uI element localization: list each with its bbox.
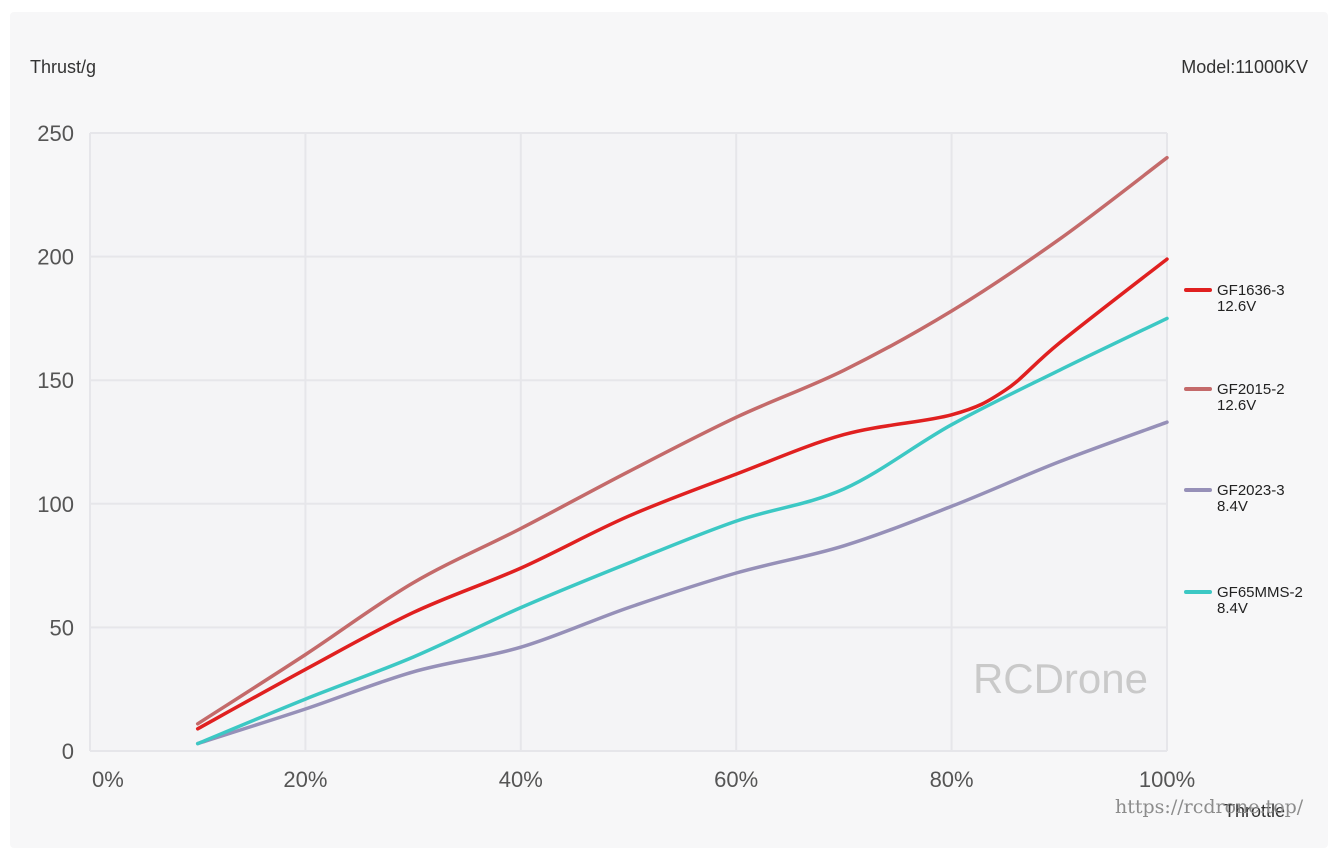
- series-lines: [195, 155, 1169, 746]
- x-tick-label: 40%: [499, 767, 543, 792]
- y-axis-label: Thrust/g: [30, 57, 96, 77]
- x-tick-label: 0%: [92, 767, 124, 792]
- x-tick-label: 60%: [714, 767, 758, 792]
- x-axis-label: Throttle: [1224, 801, 1285, 821]
- series-line-gf2015-2: [195, 155, 1169, 726]
- y-tick-label: 0: [62, 739, 74, 764]
- legend-series-name: GF2015-2: [1217, 381, 1285, 398]
- y-tick-label: 200: [37, 245, 74, 270]
- model-label: Model:11000KV: [1181, 57, 1308, 77]
- x-tick-label: 100%: [1139, 767, 1195, 792]
- legend: GF1636-312.6VGF2015-212.6VGF2023-38.4VGF…: [1184, 282, 1303, 617]
- series-line-gf65mms-2: [195, 316, 1169, 746]
- url-watermark: https://rcdrone.top/: [1115, 796, 1304, 818]
- x-tick-labels: 0% 20% 40% 60% 80% 100%: [92, 767, 1195, 792]
- y-tick-label: 100: [37, 492, 74, 517]
- legend-series-voltage: 12.6V: [1217, 397, 1256, 414]
- x-tick-label: 20%: [283, 767, 327, 792]
- y-tick-labels: 0 50 100 150 200 250: [37, 121, 74, 764]
- legend-series-voltage: 8.4V: [1217, 600, 1248, 617]
- series-line-gf2023-3: [195, 420, 1169, 746]
- plot-area: [90, 133, 1167, 751]
- watermark: RCDrone: [973, 655, 1148, 702]
- series-line-gf1636-3: [195, 257, 1169, 731]
- x-tick-label: 80%: [930, 767, 974, 792]
- legend-series-voltage: 8.4V: [1217, 498, 1248, 515]
- legend-series-name: GF1636-3: [1217, 282, 1285, 299]
- legend-series-name: GF65MMS-2: [1217, 584, 1303, 601]
- y-tick-label: 150: [37, 368, 74, 393]
- y-tick-label: 250: [37, 121, 74, 146]
- y-tick-label: 50: [50, 615, 74, 640]
- legend-series-name: GF2023-3: [1217, 482, 1285, 499]
- legend-series-voltage: 12.6V: [1217, 298, 1256, 315]
- grid: [89, 132, 1168, 752]
